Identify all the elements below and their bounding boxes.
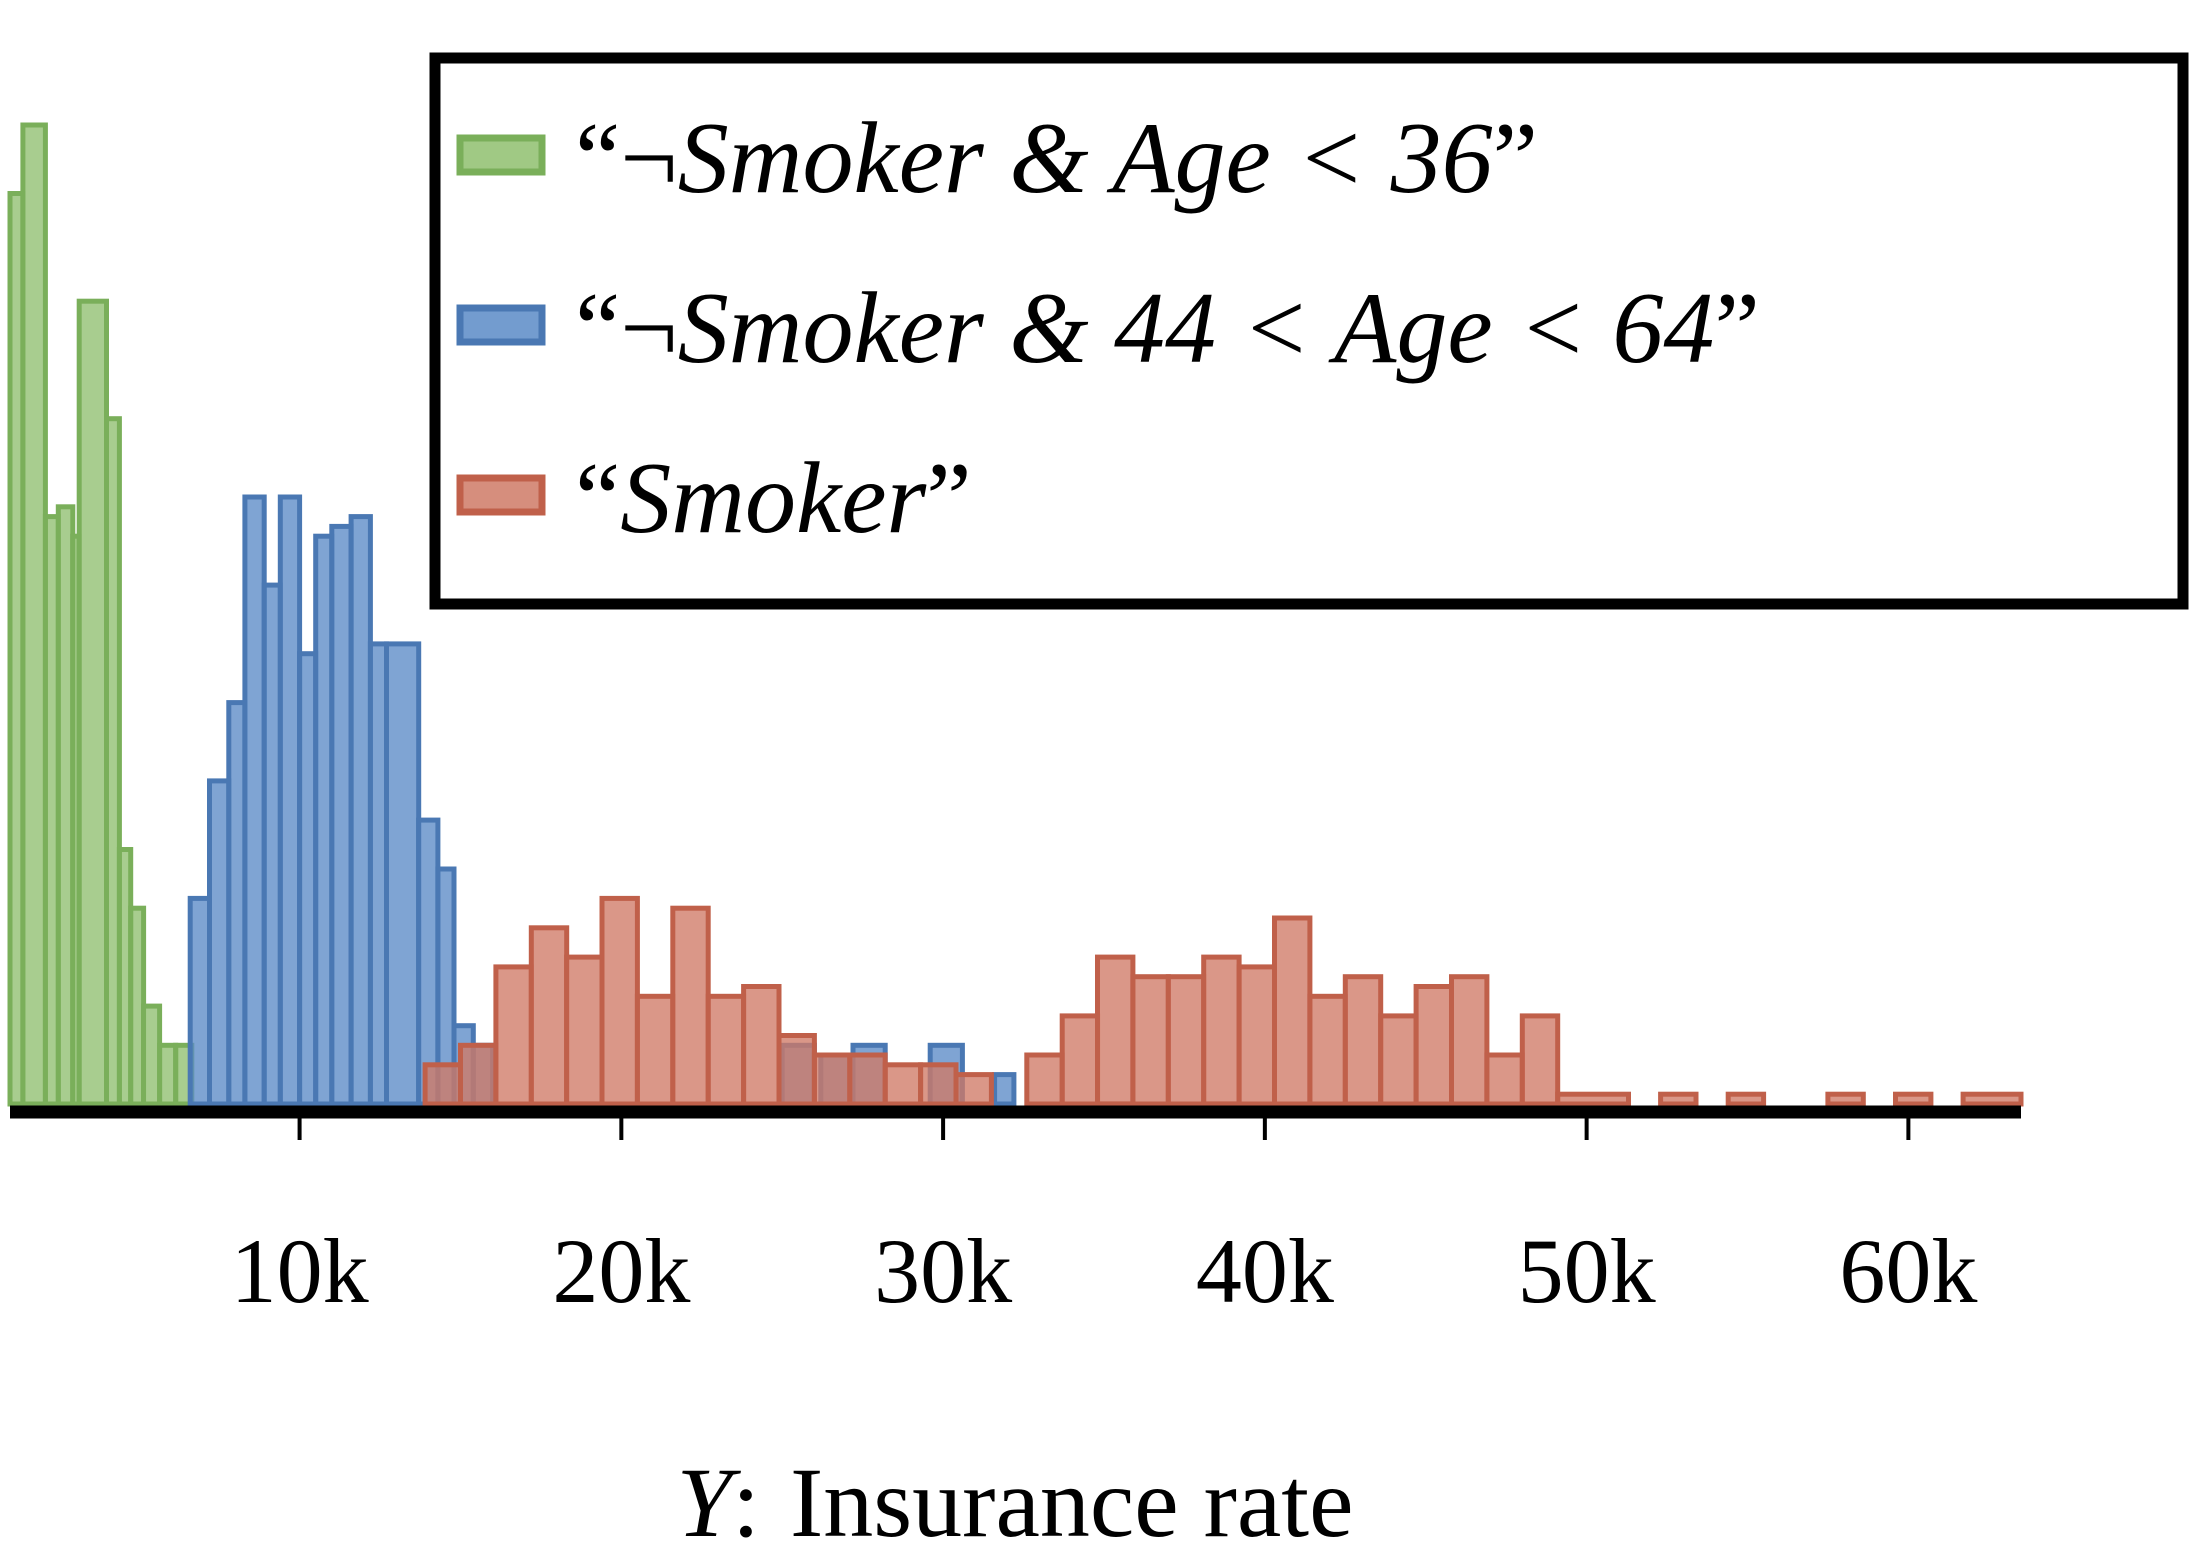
- bar-young-1: [20, 122, 48, 1107]
- legend-swatch-older: [456, 304, 546, 346]
- legend-label-young: “¬Smoker & Age < 36”: [575, 102, 1538, 215]
- bar-smoker-5: [599, 895, 640, 1107]
- bar-smoker-18: [1095, 954, 1136, 1107]
- bar-smoker-2: [493, 964, 534, 1107]
- bar-smoker-29: [1484, 1052, 1525, 1107]
- x-tick-label-5: 60k: [1839, 1220, 1977, 1322]
- bar-smoker-34: [1825, 1091, 1866, 1107]
- bar-smoker-26: [1378, 1013, 1419, 1107]
- legend-swatch-smoker: [456, 474, 546, 516]
- bar-smoker-3: [528, 925, 570, 1107]
- legend-box: [429, 52, 2189, 610]
- bar-smoker-27: [1413, 984, 1454, 1107]
- bar-smoker-13: [882, 1062, 924, 1107]
- bar-older-3: [242, 494, 267, 1107]
- bar-older-5: [277, 494, 303, 1107]
- bar-older-9: [348, 514, 373, 1107]
- bar-smoker-4: [564, 954, 605, 1107]
- bar-older-11: [384, 641, 422, 1107]
- bar-smoker-22: [1236, 964, 1277, 1107]
- x-axis-label: Y: Insurance rate: [677, 1447, 1354, 1558]
- bar-smoker-35: [1893, 1091, 1934, 1107]
- bar-smoker-11: [811, 1052, 853, 1107]
- bar-smoker-32: [1658, 1091, 1699, 1107]
- bar-smoker-23: [1272, 915, 1313, 1107]
- bar-smoker-24: [1307, 993, 1348, 1107]
- bar-smoker-8: [705, 993, 747, 1107]
- bar-smoker-19: [1130, 974, 1171, 1107]
- legend-label-older: “¬Smoker & 44 < Age < 64”: [575, 272, 1760, 385]
- bar-older-12: [416, 817, 441, 1107]
- bar-smoker-6: [634, 993, 676, 1107]
- bars-layer: [7, 122, 2024, 1107]
- legend-swatch-young: [456, 134, 546, 176]
- x-tick-label-1: 20k: [552, 1220, 690, 1322]
- bar-older-1: [207, 778, 232, 1107]
- bar-smoker-15: [953, 1072, 994, 1107]
- bar-smoker-17: [1059, 1013, 1101, 1107]
- x-axis-separator: :: [732, 1447, 760, 1558]
- bar-smoker-21: [1201, 954, 1242, 1107]
- bar-smoker-10: [776, 1033, 817, 1107]
- bar-smoker-20: [1165, 974, 1207, 1107]
- bar-older-0: [187, 895, 212, 1107]
- bar-smoker-12: [847, 1052, 888, 1107]
- bar-smoker-25: [1342, 974, 1384, 1107]
- bar-smoker-1: [458, 1042, 499, 1107]
- bar-smoker-0: [422, 1062, 464, 1107]
- bar-older-20: [992, 1072, 1017, 1107]
- legend: “¬Smoker & Age < 36” “¬Smoker & 44 < Age…: [429, 52, 2189, 610]
- bar-smoker-7: [670, 905, 711, 1107]
- x-tick-label-2: 30k: [874, 1220, 1012, 1322]
- bar-smoker-31: [1555, 1091, 1631, 1107]
- bar-young-6: [104, 416, 122, 1107]
- x-tick-label-3: 40k: [1196, 1220, 1334, 1322]
- bar-smoker-9: [741, 984, 782, 1107]
- x-axis-text: Insurance rate: [790, 1447, 1354, 1558]
- bar-older-8: [329, 523, 354, 1107]
- x-axis-variable: Y: [677, 1447, 742, 1558]
- x-ticks: 10k 20k 30k 40k 50k 60k: [231, 1112, 1977, 1322]
- bar-smoker-28: [1449, 974, 1490, 1107]
- bar-smoker-33: [1725, 1091, 1767, 1107]
- x-tick-label-0: 10k: [231, 1220, 369, 1322]
- bar-young-5: [76, 298, 109, 1107]
- legend-label-smoker: “Smoker”: [575, 442, 971, 555]
- x-tick-label-4: 50k: [1518, 1220, 1656, 1322]
- bar-smoker-36: [1960, 1091, 2024, 1107]
- bar-smoker-16: [1024, 1052, 1065, 1107]
- bar-smoker-14: [918, 1062, 959, 1107]
- bar-smoker-30: [1519, 1013, 1561, 1107]
